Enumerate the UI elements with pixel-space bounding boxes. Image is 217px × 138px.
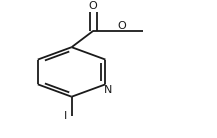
Text: N: N — [104, 85, 112, 95]
Text: O: O — [117, 21, 126, 31]
Text: I: I — [64, 111, 67, 121]
Text: O: O — [89, 1, 98, 11]
